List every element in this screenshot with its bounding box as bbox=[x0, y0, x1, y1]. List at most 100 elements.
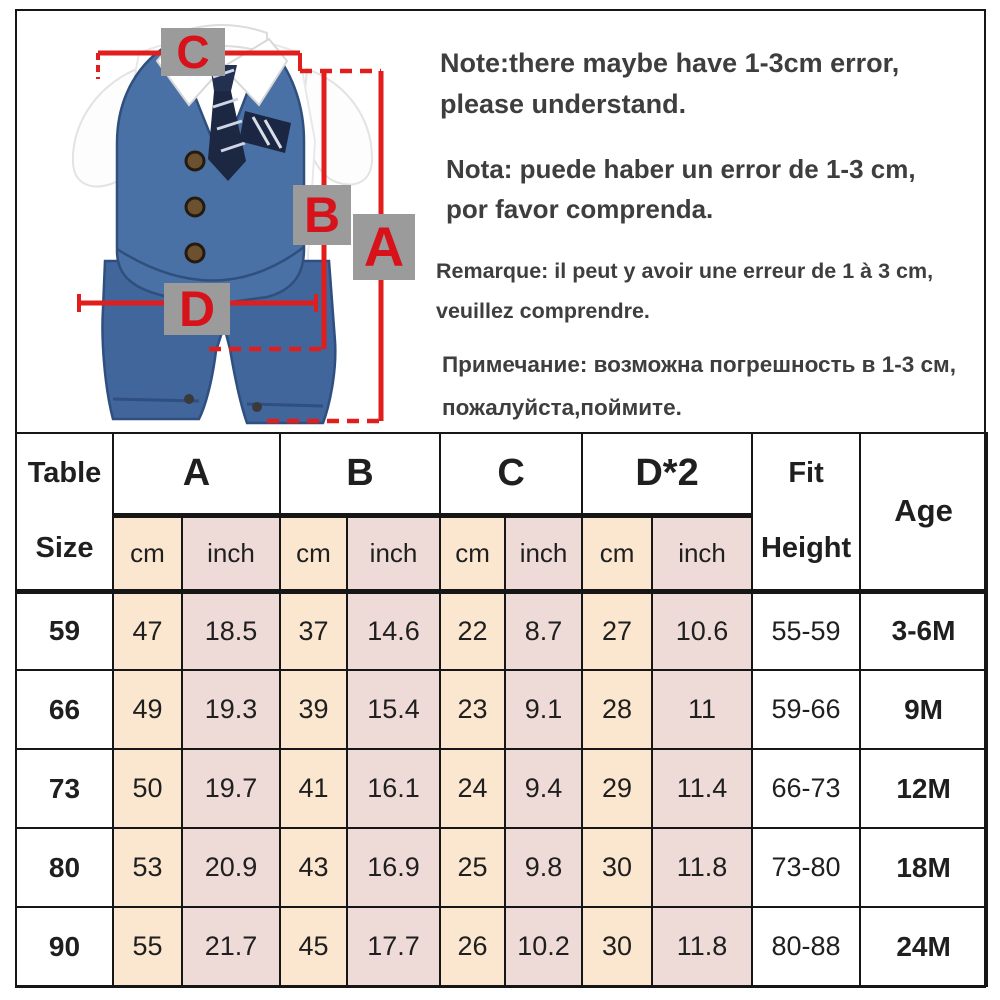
col-header-c: C bbox=[439, 432, 584, 516]
fit-header-line1: Fit bbox=[788, 457, 824, 490]
table-cell: 9.1 bbox=[504, 669, 584, 750]
table-row-size-59: 59 47 18.5 37 14.6 22 8.7 27 10.6 55-59 … bbox=[15, 588, 989, 671]
table-cell: 9.8 bbox=[504, 827, 584, 908]
measure-label-c: C bbox=[161, 28, 225, 76]
pocket-square-stripes bbox=[251, 116, 283, 149]
table-cell: 9M bbox=[859, 669, 989, 750]
cuff-button-left bbox=[184, 394, 194, 404]
table-cell: 80 bbox=[15, 827, 114, 908]
table-cell: 39 bbox=[279, 669, 349, 750]
table-cell: 29 bbox=[581, 748, 654, 829]
table-row-size-90: 90 55 21.7 45 17.7 26 10.2 30 11.8 80-88… bbox=[15, 906, 989, 987]
cuff-button-right bbox=[252, 402, 262, 412]
table-cell: 14.6 bbox=[346, 588, 442, 671]
measure-label-a: A bbox=[353, 214, 415, 280]
table-cell: 19.3 bbox=[180, 669, 282, 750]
table-cell: 43 bbox=[279, 827, 349, 908]
note-russian: Примечание: возможна погрешность в 1-3 с… bbox=[442, 343, 956, 429]
table-cell: 73 bbox=[15, 748, 114, 829]
unit-header-cm: cm bbox=[112, 512, 183, 592]
table-header-row-2: cm inch cm inch cm inch cm inch bbox=[16, 512, 987, 592]
note-french-line2: veuillez comprendre. bbox=[436, 299, 650, 323]
table-cell: 18.5 bbox=[180, 588, 282, 671]
table-cell: 45 bbox=[279, 906, 349, 987]
unit-header-cm: cm bbox=[581, 512, 654, 592]
table-cell: 80-88 bbox=[751, 906, 862, 987]
disclaimer-notes: Note:there maybe have 1-3cm error, pleas… bbox=[430, 11, 984, 431]
table-cell: 37 bbox=[279, 588, 349, 671]
measure-label-b: B bbox=[293, 185, 351, 245]
measure-label-d: D bbox=[164, 283, 230, 335]
note-english-line2: please understand. bbox=[440, 89, 687, 119]
unit-header-inch: inch bbox=[504, 512, 584, 592]
table-cell: 30 bbox=[581, 827, 654, 908]
col-header-d2: D*2 bbox=[581, 432, 754, 516]
vest-bottom-edge bbox=[116, 246, 305, 282]
table-cell: 50 bbox=[112, 748, 183, 829]
note-spanish-line1: Nota: puede haber un error de 1-3 cm, bbox=[446, 154, 916, 184]
table-cell: 55 bbox=[112, 906, 183, 987]
col-header-b: B bbox=[279, 432, 442, 516]
fit-header-line2: Height bbox=[760, 532, 852, 565]
table-cell: 11.4 bbox=[651, 748, 754, 829]
note-french-line1: Remarque: il peut y avoir une erreur de … bbox=[436, 259, 934, 283]
table-cell: 11 bbox=[651, 669, 754, 750]
unit-header-inch: inch bbox=[346, 512, 442, 592]
table-cell: 73-80 bbox=[751, 827, 862, 908]
unit-header-cm: cm bbox=[439, 512, 507, 592]
table-cell: 53 bbox=[112, 827, 183, 908]
note-english: Note:there maybe have 1-3cm error, pleas… bbox=[440, 43, 899, 125]
table-row-size-80: 80 53 20.9 43 16.9 25 9.8 30 11.8 73-80 … bbox=[15, 827, 989, 908]
tie-body bbox=[208, 91, 246, 181]
col-header-age: Age bbox=[859, 432, 989, 592]
table-cell: 17.7 bbox=[346, 906, 442, 987]
table-cell: 25 bbox=[439, 827, 507, 908]
table-cell: 16.1 bbox=[346, 748, 442, 829]
table-cell: 12M bbox=[859, 748, 989, 829]
unit-header-inch: inch bbox=[180, 512, 282, 592]
col-header-fit-height: Fit Height bbox=[751, 432, 862, 592]
table-cell: 15.4 bbox=[346, 669, 442, 750]
table-cell: 11.8 bbox=[651, 827, 754, 908]
note-english-line1: Note:there maybe have 1-3cm error, bbox=[440, 48, 900, 78]
table-cell: 90 bbox=[15, 906, 114, 987]
unit-header-inch: inch bbox=[651, 512, 754, 592]
table-cell: 18M bbox=[859, 827, 989, 908]
table-cell: 8.7 bbox=[504, 588, 584, 671]
table-cell: 22 bbox=[439, 588, 507, 671]
note-french: Remarque: il peut y avoir une erreur de … bbox=[436, 251, 933, 331]
table-cell: 16.9 bbox=[346, 827, 442, 908]
table-cell: 10.2 bbox=[504, 906, 584, 987]
vest-buttons bbox=[184, 150, 206, 264]
table-cell: 59 bbox=[15, 588, 114, 671]
table-cell: 24M bbox=[859, 906, 989, 987]
table-cell: 23 bbox=[439, 669, 507, 750]
table-cell: 19.7 bbox=[180, 748, 282, 829]
table-cell: 41 bbox=[279, 748, 349, 829]
table-cell: 10.6 bbox=[651, 588, 754, 671]
table-cell: 9.4 bbox=[504, 748, 584, 829]
table-cell: 66-73 bbox=[751, 748, 862, 829]
table-cell: 11.8 bbox=[651, 906, 754, 987]
table-header-row-1: Table Size A B C D*2 Fit Height Age bbox=[15, 432, 989, 592]
note-spanish: Nota: puede haber un error de 1-3 cm, po… bbox=[446, 149, 916, 229]
table-cell: 66 bbox=[15, 669, 114, 750]
table-cell: 20.9 bbox=[180, 827, 282, 908]
table-row-size-66: 66 49 19.3 39 15.4 23 9.1 28 11 59-66 9M bbox=[15, 669, 989, 750]
note-russian-line1: Примечание: возможна погрешность в 1-3 с… bbox=[442, 352, 956, 377]
table-cell: 55-59 bbox=[751, 588, 862, 671]
unit-header-cm: cm bbox=[279, 512, 349, 592]
table-cell: 27 bbox=[581, 588, 654, 671]
table-cell: 24 bbox=[439, 748, 507, 829]
table-cell: 26 bbox=[439, 906, 507, 987]
table-cell: 49 bbox=[112, 669, 183, 750]
corner-header-line2: Size bbox=[35, 532, 94, 565]
col-header-a: A bbox=[111, 432, 282, 516]
product-photo-area: C B A D bbox=[17, 11, 437, 432]
note-russian-line2: пожалуйста,поймите. bbox=[442, 395, 682, 420]
table-cell: 47 bbox=[112, 588, 183, 671]
size-table: Table Size A B C D*2 Fit Height Age cm bbox=[15, 432, 989, 987]
table-row-size-73: 73 50 19.7 41 16.1 24 9.4 29 11.4 66-73 … bbox=[15, 748, 989, 829]
table-cell: 21.7 bbox=[180, 906, 282, 987]
